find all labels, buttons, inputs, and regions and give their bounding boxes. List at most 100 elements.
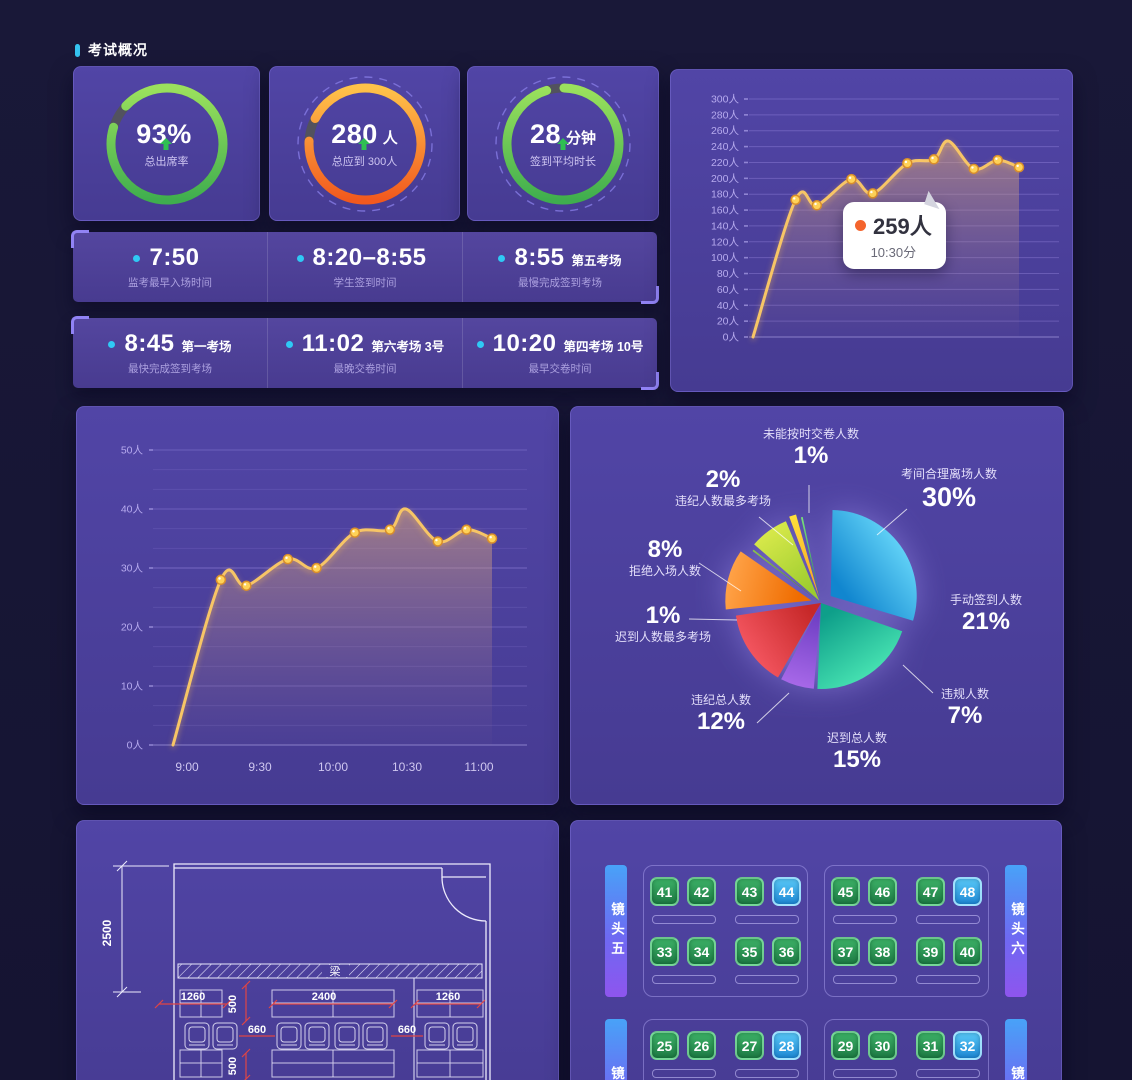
camera-pill-right[interactable]: 镜头六 [1005, 865, 1027, 997]
y-axis-label: 80人 [717, 268, 740, 280]
camera-label: 镜头 [1006, 1066, 1026, 1080]
camera-pill-left[interactable]: 镜头 [605, 1019, 627, 1080]
chart-tooltip: 259人 10:30分 [843, 202, 946, 269]
page-title: 考试概况 [88, 42, 148, 58]
stat-time: 8:45 [124, 330, 175, 357]
pie-slice-label: 违纪总人数 [690, 693, 752, 707]
pie-slice-label: 拒绝入场人数 [628, 564, 702, 579]
stat-slowest-signin-room: 8:55 第五考场 最慢完成签到考场 [462, 232, 657, 302]
seat-48[interactable]: 48 [953, 877, 982, 906]
camera-pill-right[interactable]: 镜头 [1005, 1019, 1027, 1080]
seat-45[interactable]: 45 [831, 877, 860, 906]
stat-time: 7:50 [149, 244, 200, 271]
seat-pair: 37 38 [831, 937, 897, 966]
stat-fastest-signin-room: 8:45 第一考场 最快完成签到考场 [73, 318, 267, 388]
pie-slice-0 [830, 509, 917, 621]
pie-label-8: 未能按时交卷人数 1% [763, 425, 859, 468]
seat-26[interactable]: 26 [687, 1031, 716, 1060]
seat-47[interactable]: 47 [916, 877, 945, 906]
y-axis-label: 300人 [711, 94, 740, 106]
y-axis-label: 160人 [711, 205, 740, 217]
seat-37[interactable]: 37 [831, 937, 860, 966]
camera-pill-left[interactable]: 镜头五 [605, 865, 627, 997]
seat-33[interactable]: 33 [650, 937, 679, 966]
seat-29[interactable]: 29 [831, 1031, 860, 1060]
seat-pair: 25 26 [650, 1031, 716, 1060]
time-stats-row-1: 7:50 监考最早入场时间 8:20–8:55 学生签到时间 8:55 第五考场… [71, 230, 659, 304]
tooltip-dot-icon [855, 219, 866, 231]
pie-pct: 1% [793, 442, 829, 469]
desk [833, 975, 897, 984]
seat-pair: 43 44 [735, 877, 801, 906]
seat-31[interactable]: 31 [916, 1031, 945, 1060]
desk [916, 975, 980, 984]
dim-2500-lines [113, 860, 169, 998]
seat-28[interactable]: 28 [772, 1031, 801, 1060]
desk-row [648, 975, 803, 984]
y-axis-label: 40人 [717, 300, 740, 312]
stat-label: 最晚交卷时间 [333, 363, 397, 375]
seat-pair: 31 32 [916, 1031, 982, 1060]
seat-43[interactable]: 43 [735, 877, 764, 906]
avg-signin-ring-chart [495, 75, 631, 212]
stat-suffix: 第四考场 10号 [563, 340, 644, 354]
y-axis-label: 0人 [127, 740, 144, 752]
pie-slice-label: 未能按时交卷人数 [762, 427, 860, 441]
gauge-value: 28 [529, 118, 562, 149]
seat-44[interactable]: 44 [772, 877, 801, 906]
seat-row: 45 46 47 48 [829, 877, 984, 906]
cyan-dot-icon [285, 340, 293, 348]
pie-slice-label: 手动签到人数 [949, 593, 1023, 607]
desk [916, 1069, 980, 1078]
stat-label: 最慢完成签到考场 [518, 277, 602, 289]
seat-32[interactable]: 32 [953, 1031, 982, 1060]
seat-40[interactable]: 40 [953, 937, 982, 966]
dim-right-1260: 1260 [436, 991, 460, 1003]
seat-42[interactable]: 42 [687, 877, 716, 906]
pie-slice-4 [725, 551, 812, 610]
dim-row-500: 500 [227, 1057, 239, 1075]
up-arrow-icon [358, 137, 371, 150]
seat-27[interactable]: 27 [735, 1031, 764, 1060]
seat-46[interactable]: 46 [868, 877, 897, 906]
seat-36[interactable]: 36 [772, 937, 801, 966]
x-axis-label: 10:30 [392, 760, 422, 774]
seat-pair: 27 28 [735, 1031, 801, 1060]
seat-39[interactable]: 39 [916, 937, 945, 966]
desk-row [829, 1069, 984, 1078]
dimension-texts: 1260 500 2400 1260 660 660 500 [181, 991, 460, 1075]
seat-34[interactable]: 34 [687, 937, 716, 966]
desk-row [829, 975, 984, 984]
floorplan-card: 2500 梁 [76, 820, 559, 1080]
seat-25[interactable]: 25 [650, 1031, 679, 1060]
y-axis-label: 20人 [121, 622, 144, 634]
y-axis-label: 240人 [711, 141, 740, 153]
seat-35[interactable]: 35 [735, 937, 764, 966]
seat-41[interactable]: 41 [650, 877, 679, 906]
y-axis-label: 10人 [121, 681, 144, 693]
attendance-ring-chart [106, 83, 227, 204]
gauge-label: 总应到 300人 [331, 155, 398, 168]
beam-label: 梁 [330, 964, 341, 978]
pie-label-2: 违规人数 7% [941, 685, 989, 728]
desk-row [648, 915, 803, 924]
dim-chair-660-right: 660 [398, 1024, 416, 1036]
seat-block: 25 26 27 28 [643, 1019, 808, 1080]
desk [652, 1069, 716, 1078]
seat-30[interactable]: 30 [868, 1031, 897, 1060]
desk [735, 915, 799, 924]
pie-slice-6 [754, 521, 820, 601]
pie-slice-label: 迟到人数最多考场 [614, 630, 712, 645]
pie-label-6: 8% 拒绝入场人数 [629, 537, 701, 580]
y-axis-label: 60人 [717, 284, 740, 296]
y-axis-label: 40人 [121, 504, 144, 516]
x-axis-label: 9:30 [248, 760, 272, 774]
desk-row [648, 1069, 803, 1078]
y-axis-label: 280人 [711, 109, 740, 121]
cyan-dot-icon [498, 254, 506, 262]
time-stats-row-2: 8:45 第一考场 最快完成签到考场 11:02 第六考场 3号 最晚交卷时间 … [71, 316, 659, 390]
seat-38[interactable]: 38 [868, 937, 897, 966]
tooltip-time: 10:30分 [870, 245, 917, 260]
gauge-unit: 分钟 [566, 129, 597, 147]
seat-row: 37 38 39 40 [829, 937, 984, 966]
